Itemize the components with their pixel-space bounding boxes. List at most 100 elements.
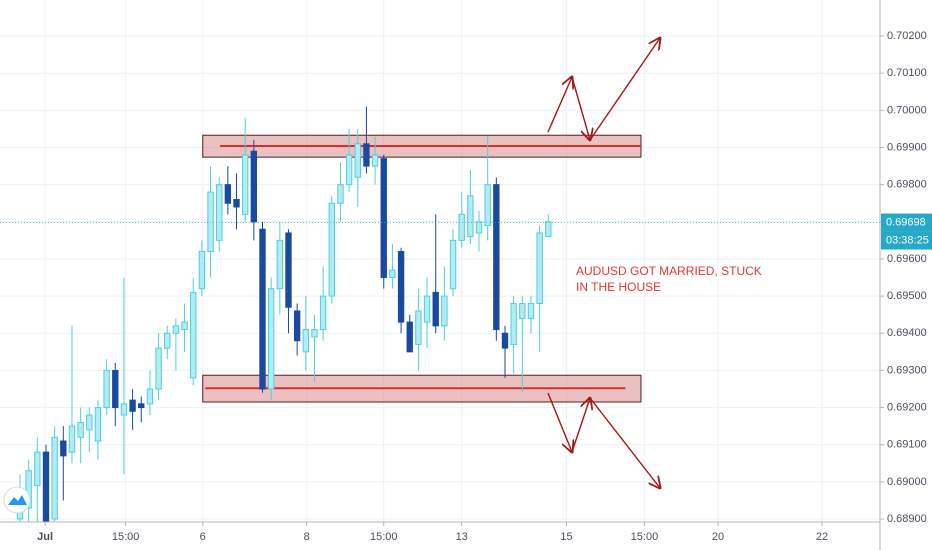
candle-body <box>493 184 500 331</box>
candle-body <box>545 221 552 238</box>
candle-body <box>138 403 145 409</box>
y-tick-label: 0.69600 <box>887 253 927 265</box>
candle-body <box>311 329 318 338</box>
arrow <box>589 397 660 488</box>
x-tick-label: 8 <box>304 531 310 543</box>
candle-body <box>467 195 474 238</box>
candle-body <box>250 150 258 223</box>
candle-body <box>432 291 439 327</box>
candle-body <box>34 451 41 487</box>
trend-arrows <box>547 38 660 488</box>
y-tick-label: 0.69800 <box>887 179 927 191</box>
y-tick-label: 0.69000 <box>887 476 927 488</box>
candle-body <box>241 154 249 215</box>
y-tick-label: 0.69900 <box>887 141 927 153</box>
y-tick-label: 0.70100 <box>887 67 927 79</box>
candle-body <box>259 228 266 390</box>
candle-body <box>441 295 448 327</box>
candle-body <box>536 232 543 305</box>
y-tick-label: 0.68900 <box>887 513 927 525</box>
candle-body <box>146 388 154 405</box>
candle-body <box>103 369 110 409</box>
candle-body <box>363 143 370 167</box>
candle-body <box>527 303 535 319</box>
x-tick-label: 6 <box>200 531 206 543</box>
candle-body <box>198 251 206 290</box>
last-price-label: 0.69698 <box>886 216 926 228</box>
candle-body <box>354 143 361 178</box>
x-tick-label: 15:00 <box>112 531 140 543</box>
candle-body <box>406 321 413 353</box>
candle-body <box>510 303 517 345</box>
x-tick-label: 20 <box>712 531 724 543</box>
candle-body <box>120 403 128 416</box>
x-tick-label: 15 <box>560 531 572 543</box>
candle-body <box>267 288 275 390</box>
candle-body <box>293 310 301 342</box>
candle-body <box>51 436 58 520</box>
candle-body <box>86 414 93 431</box>
candle-body <box>129 399 136 412</box>
arrow <box>547 77 572 133</box>
y-tick-label: 0.69300 <box>887 364 927 376</box>
candle-body <box>423 295 431 323</box>
candle-body <box>172 325 180 334</box>
candle-body <box>42 451 50 524</box>
candle-body <box>207 191 214 253</box>
x-tick-label: Jul <box>37 531 53 543</box>
candle-body <box>233 199 240 208</box>
y-tick-label: 0.70000 <box>887 104 927 116</box>
candle-body <box>328 202 335 297</box>
candle-body <box>181 321 188 331</box>
y-tick-label: 0.70200 <box>887 30 927 42</box>
candle-body <box>389 269 396 279</box>
candle-body <box>484 184 491 227</box>
last-price-box <box>881 213 932 232</box>
countdown-box <box>881 231 932 250</box>
candle-body <box>302 329 309 353</box>
y-tick-label: 0.69100 <box>887 439 927 451</box>
candle-body <box>224 184 232 204</box>
candle-body <box>345 154 353 186</box>
candle-body <box>94 407 102 442</box>
candle-body <box>371 154 379 167</box>
x-tick-label: 15:00 <box>631 531 659 543</box>
candle-body <box>60 440 67 457</box>
candle-body <box>319 295 327 331</box>
candle-body <box>25 470 32 509</box>
y-tick-label: 0.69200 <box>887 401 927 413</box>
candle-body <box>519 303 526 319</box>
annotation-text: IN THE HOUSE <box>576 280 661 294</box>
x-tick-label: 22 <box>816 531 828 543</box>
candle-body <box>276 239 284 290</box>
candle-body <box>458 213 465 241</box>
candle-body <box>501 332 509 349</box>
candle-body <box>380 158 387 279</box>
candle-body <box>164 332 171 349</box>
candle-body <box>415 310 422 345</box>
y-tick-label: 0.69400 <box>887 327 927 339</box>
x-tick-label: 13 <box>456 531 468 543</box>
countdown-label: 03:38:25 <box>886 234 929 246</box>
time-axis-bg <box>0 522 932 550</box>
candle-body <box>68 425 76 453</box>
arrow <box>571 76 590 140</box>
candle-body <box>475 221 483 234</box>
candle-body <box>155 347 162 390</box>
candle-body <box>216 184 223 241</box>
arrow <box>589 38 660 141</box>
candle-body <box>397 251 405 323</box>
candle-body <box>449 239 457 290</box>
x-tick-label: 15:00 <box>370 531 398 543</box>
y-tick-label: 0.69500 <box>887 290 927 302</box>
arrow <box>571 398 590 453</box>
logo[interactable] <box>3 486 31 514</box>
arrow <box>547 392 572 452</box>
candle-body <box>190 291 197 379</box>
candle-body <box>337 184 344 204</box>
annotation-text: AUDUSD GOT MARRIED, STUCK <box>576 264 762 278</box>
candle-body <box>285 232 292 308</box>
candle-body <box>112 369 119 409</box>
price-axis-bg <box>880 0 932 550</box>
